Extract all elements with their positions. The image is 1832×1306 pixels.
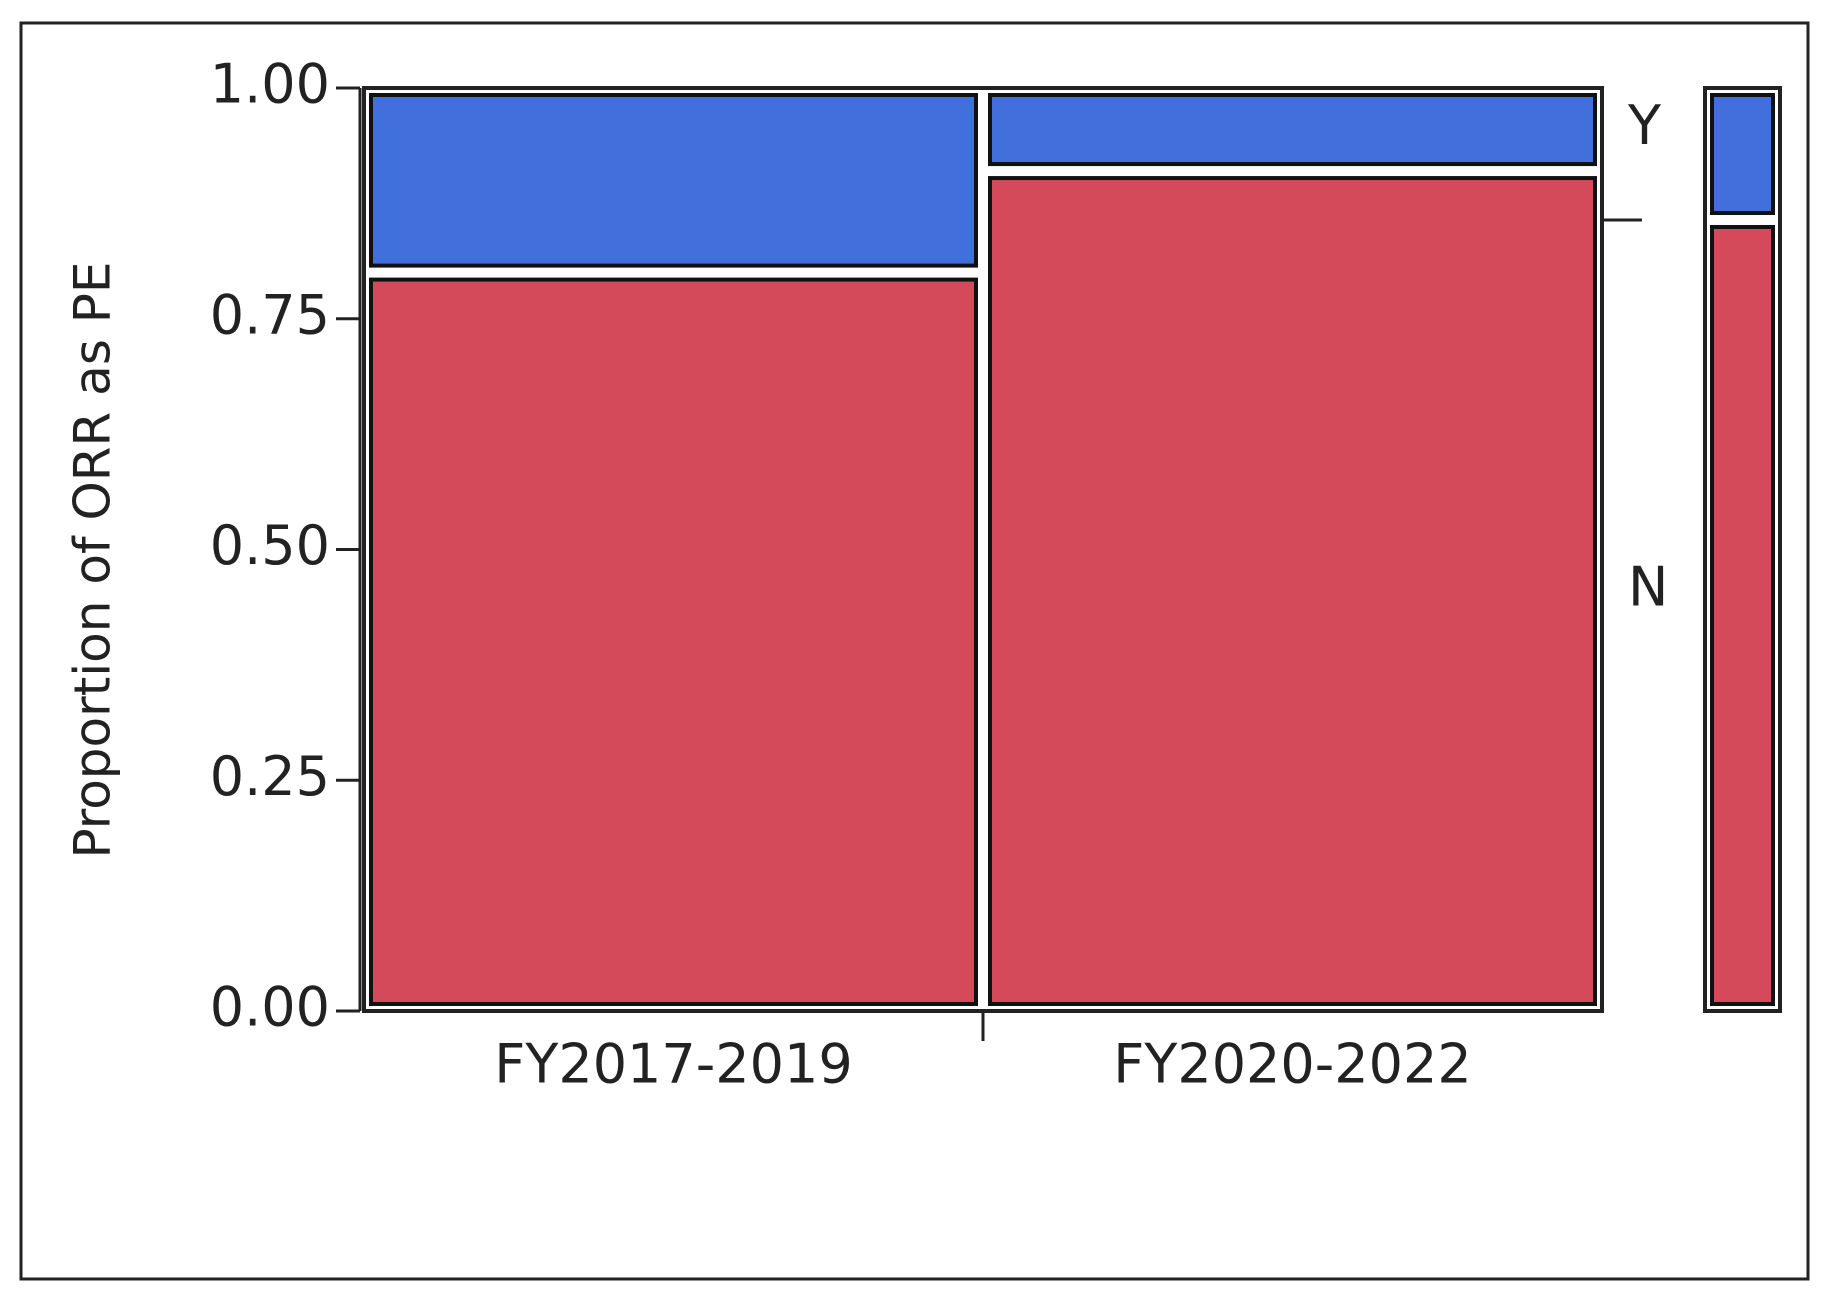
mosaic-cell [1710,224,1775,1006]
x-tick-label: FY2017-2019 [494,1033,852,1096]
mosaic-cell [1710,93,1775,215]
legend-label: N [1628,556,1668,619]
mosaic-cell [369,277,978,1007]
y-tick-label: 0.00 [210,976,330,1039]
legend-label: Y [1627,94,1662,157]
y-tick-label: 0.25 [210,745,330,808]
x-tick-label: FY2020-2022 [1113,1033,1471,1096]
y-axis-label: Proportion of ORR as PE [64,261,122,858]
y-tick-label: 0.75 [210,283,330,346]
mosaic-cell [988,176,1597,1006]
y-tick-label: 0.50 [210,514,330,577]
mosaic-cell [369,93,978,268]
mosaic-cell [988,93,1597,167]
y-tick-label: 1.00 [210,53,330,116]
